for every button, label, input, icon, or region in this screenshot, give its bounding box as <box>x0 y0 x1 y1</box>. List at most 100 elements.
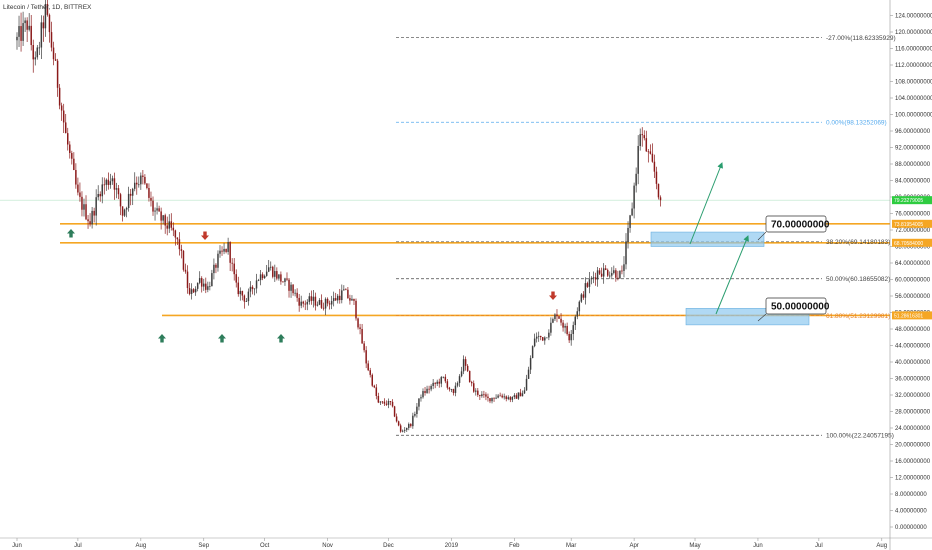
candle-body <box>131 188 134 196</box>
y-tick-label: 28.00000000 <box>895 410 931 416</box>
candle-body <box>625 241 627 265</box>
candle-body <box>473 383 475 392</box>
y-tick-label: 96.00000000 <box>895 129 931 135</box>
candle-body <box>101 184 104 197</box>
candle-body <box>334 298 337 301</box>
fib-level-label: 0.00%(98.13252069) <box>826 120 887 127</box>
candle-body <box>99 193 101 197</box>
candle-body <box>42 22 45 29</box>
candle-body <box>357 318 359 328</box>
up-arrow-marker <box>277 334 285 343</box>
candle-body <box>245 301 248 302</box>
callout-label: 70.00000000 <box>771 220 830 231</box>
candle-body <box>107 179 110 185</box>
candle-body <box>77 184 79 193</box>
candle-body <box>142 175 144 177</box>
candle-body <box>395 416 398 422</box>
candle-body <box>89 221 91 225</box>
candle-body <box>475 390 477 392</box>
candle-body <box>249 286 252 292</box>
candle-body <box>466 365 469 371</box>
candle-body <box>375 387 378 396</box>
candle-body <box>292 284 294 294</box>
candle-body <box>517 392 520 399</box>
candle-body <box>432 382 434 386</box>
candle-body <box>18 26 20 37</box>
fib-level-label: 61.80%(51.23129981) <box>826 313 890 320</box>
candle-body <box>369 370 371 375</box>
callout-pointer <box>757 231 767 241</box>
up-arrow-marker <box>67 229 76 238</box>
candle-body <box>505 396 507 399</box>
candle-body <box>79 192 81 197</box>
candle-body <box>558 316 560 319</box>
candle-body <box>349 298 351 301</box>
candle-body <box>150 197 152 201</box>
candle-body <box>196 282 199 289</box>
candle-body <box>598 270 601 274</box>
candle-body <box>633 185 635 209</box>
candle-body <box>361 328 363 344</box>
candle-body <box>16 36 18 41</box>
candle-body <box>602 268 605 277</box>
candle-body <box>513 395 516 397</box>
candle-body <box>408 424 410 428</box>
candle-body <box>653 161 656 172</box>
candle-body <box>458 376 461 383</box>
candle-body <box>483 394 485 396</box>
candle-body <box>468 370 471 383</box>
candle-body <box>586 283 589 287</box>
candle-body <box>332 298 335 302</box>
candle-body <box>180 249 183 251</box>
candle-body <box>148 188 150 198</box>
candle-body <box>209 286 211 287</box>
candle-body <box>416 406 418 415</box>
candle-body <box>373 385 376 388</box>
annotations: 70.00000000 50.00000000 <box>67 162 830 343</box>
y-tick-label: 20.00000000 <box>895 443 931 449</box>
candle-body <box>611 273 613 276</box>
callout-box <box>765 297 827 315</box>
down-arrow-marker <box>201 231 209 240</box>
candle-body <box>324 298 327 309</box>
candle-body <box>387 401 390 405</box>
candle-body <box>322 307 325 309</box>
candle-body <box>584 283 587 298</box>
x-tick-label: Apr <box>629 543 638 549</box>
candle-body <box>582 294 585 298</box>
candle-body <box>351 298 353 301</box>
candle-body <box>627 227 629 242</box>
candle-body <box>282 281 284 283</box>
chart-title: Litecoin / Tether, 1D, BITTREX <box>3 4 92 11</box>
candle-body <box>365 350 367 364</box>
candle-body <box>647 151 650 153</box>
candle-body <box>464 359 467 366</box>
candle-body <box>221 250 223 252</box>
candle-body <box>414 414 416 416</box>
candle-body <box>217 253 219 268</box>
x-tick-label: Dec <box>383 543 394 549</box>
y-tick-label: 72.00000000 <box>895 228 931 234</box>
candle-body <box>198 278 201 283</box>
candle-body <box>190 289 193 294</box>
candle-body <box>531 346 534 359</box>
candle-body <box>40 22 43 48</box>
target-callout-upper: 70.00000000 <box>765 215 830 233</box>
candle-body <box>639 134 641 147</box>
current-price-badge-label: 79.23279005 <box>894 198 923 204</box>
y-tick-label: 92.00000000 <box>895 146 931 152</box>
candle-body <box>69 144 71 154</box>
y-tick-label: 120.00000000 <box>895 30 932 36</box>
y-tick-label: 100.00000000 <box>895 113 932 119</box>
callout-pointer <box>757 313 767 322</box>
candle-body <box>426 388 428 393</box>
candle-body <box>81 196 83 210</box>
candle-body <box>412 415 414 427</box>
candle-body <box>403 429 406 431</box>
candle-body <box>164 215 166 226</box>
candle-body <box>67 133 69 145</box>
fib-level-label: 100.00%(22.24057195) <box>826 433 894 440</box>
candle-body <box>657 183 660 198</box>
candle-body <box>430 385 432 390</box>
target-callout-lower: 50.00000000 <box>765 297 830 315</box>
